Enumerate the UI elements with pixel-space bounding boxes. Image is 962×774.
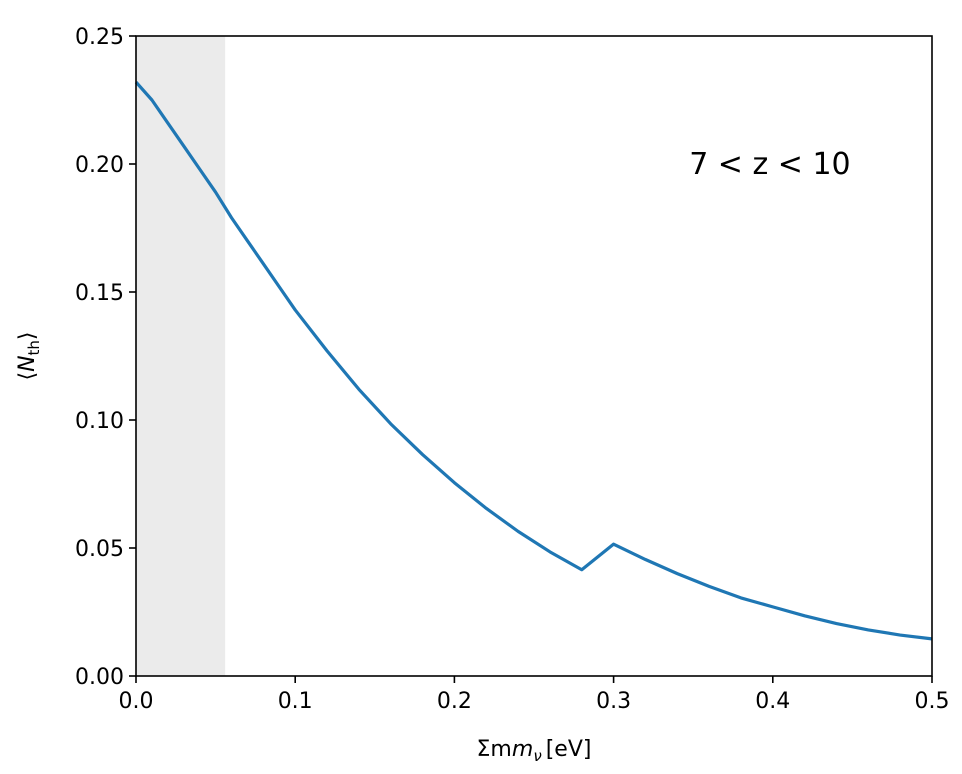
x-axis-label: Σmmν [eV] [477, 737, 592, 765]
x-tick-label: 0.1 [278, 689, 313, 714]
x-tick-label: 0.4 [755, 689, 790, 714]
y-tick-label: 0.25 [75, 25, 124, 50]
x-tick-label: 0.0 [119, 689, 154, 714]
series-line-0 [134, 81, 933, 641]
redshift-range-annotation: 7 < z < 10 [689, 147, 850, 182]
y-axis: 0.00 0.05 0.10 0.15 0.20 0.25 [75, 25, 136, 690]
y-axis-label: ⟨Nth⟩ [15, 331, 43, 380]
x-axis: 0.0 0.1 0.2 0.3 0.4 0.5 [119, 676, 950, 714]
shaded-region [136, 36, 226, 676]
y-tick-label: 0.10 [75, 409, 124, 434]
y-tick-label: 0.05 [75, 537, 124, 562]
plot-frame [135, 35, 933, 677]
plot-area [134, 35, 933, 677]
y-tick-label: 0.15 [75, 281, 124, 306]
x-tick-label: 0.5 [915, 689, 950, 714]
y-tick-label: 0.20 [75, 153, 124, 178]
x-tick-label: 0.3 [596, 689, 631, 714]
x-tick-label: 0.2 [437, 689, 472, 714]
y-tick-label: 0.00 [75, 665, 124, 690]
